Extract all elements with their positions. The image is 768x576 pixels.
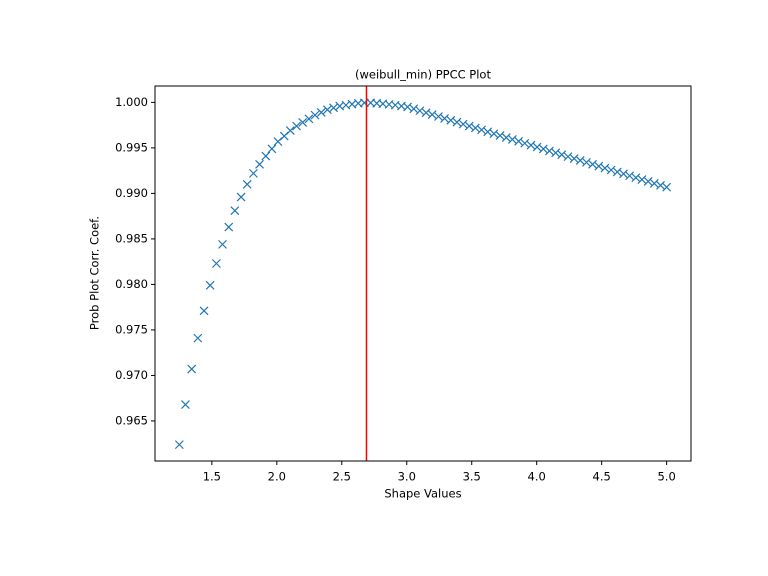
marker <box>218 239 227 249</box>
marker <box>464 121 474 131</box>
marker <box>649 178 659 188</box>
y-tick-label: 0.995 <box>115 140 148 154</box>
marker <box>446 115 456 125</box>
marker <box>236 192 246 202</box>
marker <box>205 280 215 290</box>
chart-title: (weibull_min) PPCC Plot <box>355 68 491 82</box>
x-tick-label: 4.5 <box>593 470 611 484</box>
marker <box>415 106 425 116</box>
marker <box>532 142 542 152</box>
marker <box>619 169 628 179</box>
marker <box>285 126 295 136</box>
marker <box>440 113 449 123</box>
x-tick-label: 1.5 <box>203 470 221 484</box>
marker <box>575 156 585 165</box>
x-tick-label: 4.0 <box>528 470 546 484</box>
y-axis-label: Prob Plot Corr. Coef. <box>88 216 102 330</box>
x-tick-label: 3.0 <box>398 470 416 484</box>
marker <box>495 131 505 141</box>
marker <box>249 168 258 178</box>
marker <box>477 125 487 135</box>
marker <box>557 150 567 160</box>
marker <box>545 146 554 156</box>
marker <box>304 114 314 124</box>
marker <box>310 110 320 120</box>
marker <box>458 119 468 129</box>
marker <box>452 117 462 127</box>
marker <box>470 123 480 133</box>
x-axis-label: Shape Values <box>384 487 461 501</box>
marker <box>298 117 308 127</box>
marker <box>594 161 604 171</box>
marker <box>261 151 271 161</box>
marker <box>187 364 197 374</box>
marker <box>292 121 301 131</box>
marker <box>600 163 610 173</box>
x-tick-label: 5.0 <box>657 470 675 484</box>
marker <box>643 177 653 186</box>
marker <box>501 133 511 142</box>
marker <box>174 440 184 450</box>
axes-frame <box>154 85 692 462</box>
y-tick-label: 0.985 <box>115 231 148 245</box>
marker <box>637 175 647 184</box>
marker <box>181 400 190 409</box>
marker <box>316 107 326 117</box>
marker <box>483 127 493 137</box>
marker <box>211 259 221 268</box>
y-tick-label: 0.975 <box>115 322 148 336</box>
marker <box>612 167 622 177</box>
marker <box>631 173 641 183</box>
marker <box>199 306 209 316</box>
x-tick-label: 3.5 <box>463 470 481 484</box>
marker <box>588 159 597 169</box>
marker <box>582 157 591 167</box>
marker <box>255 159 264 169</box>
marker <box>427 110 437 120</box>
marker <box>625 171 635 181</box>
marker <box>322 105 332 115</box>
marker <box>569 154 579 163</box>
marker <box>526 140 536 150</box>
marker <box>329 103 339 113</box>
marker <box>662 182 672 192</box>
y-tick-label: 0.980 <box>115 277 148 291</box>
marker <box>551 148 561 158</box>
marker <box>421 108 431 118</box>
y-tick-label: 1.000 <box>115 95 148 109</box>
marker <box>230 206 240 216</box>
marker <box>403 102 412 112</box>
marker <box>224 222 234 232</box>
marker <box>538 144 548 154</box>
marker <box>434 112 443 121</box>
marker <box>563 152 573 162</box>
y-tick-label: 0.970 <box>115 368 148 382</box>
y-tick-label: 0.965 <box>115 413 148 427</box>
marker <box>409 104 419 114</box>
marker <box>489 129 499 139</box>
marker <box>267 144 277 154</box>
marker <box>193 333 203 343</box>
y-tick-label: 0.990 <box>115 186 148 200</box>
marker <box>242 179 252 189</box>
x-tick-label: 2.0 <box>268 470 286 484</box>
marker <box>606 165 616 175</box>
marker <box>520 138 530 148</box>
x-tick-label: 2.5 <box>333 470 351 484</box>
marker <box>507 135 517 144</box>
marker <box>514 136 524 146</box>
marker <box>656 180 665 190</box>
